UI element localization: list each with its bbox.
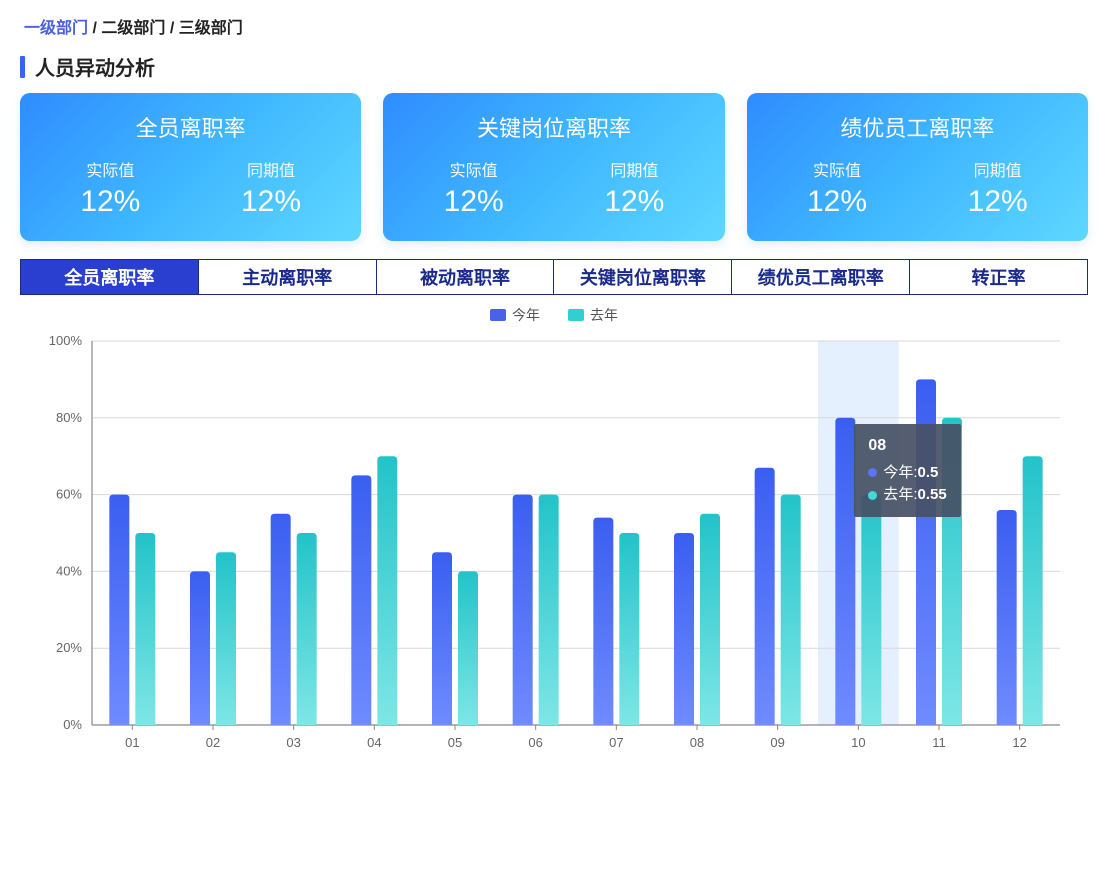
- section-title: 人员异动分析: [20, 52, 1088, 81]
- bar[interactable]: [755, 468, 775, 725]
- legend-item[interactable]: 去年: [568, 305, 618, 325]
- kpi-actual-label: 实际值: [30, 157, 191, 181]
- kpi-card[interactable]: 绩优员工离职率 实际值 12% 同期值 12%: [747, 93, 1088, 241]
- bar[interactable]: [916, 379, 936, 725]
- svg-text:02: 02: [206, 735, 220, 750]
- legend-item[interactable]: 今年: [490, 305, 540, 325]
- bar[interactable]: [835, 418, 855, 725]
- breadcrumb-separator: /: [170, 20, 174, 37]
- tab-item[interactable]: 被动离职率: [377, 260, 555, 294]
- svg-text:10: 10: [851, 735, 865, 750]
- svg-text:0%: 0%: [63, 717, 82, 732]
- svg-text:60%: 60%: [56, 487, 82, 502]
- bar[interactable]: [513, 495, 533, 725]
- bar[interactable]: [674, 533, 694, 725]
- kpi-period-label: 同期值: [191, 157, 352, 181]
- kpi-card-title: 绩优员工离职率: [757, 111, 1078, 143]
- bar[interactable]: [458, 571, 478, 725]
- svg-text:07: 07: [609, 735, 623, 750]
- kpi-actual-value: 12%: [30, 185, 191, 219]
- bar[interactable]: [539, 495, 559, 725]
- bar[interactable]: [997, 510, 1017, 725]
- svg-text:06: 06: [528, 735, 542, 750]
- svg-text:03: 03: [286, 735, 300, 750]
- kpi-card[interactable]: 全员离职率 实际值 12% 同期值 12%: [20, 93, 361, 241]
- tab-item[interactable]: 关键岗位离职率: [554, 260, 732, 294]
- bar[interactable]: [109, 495, 129, 725]
- bar[interactable]: [135, 533, 155, 725]
- kpi-period-value: 12%: [917, 185, 1078, 219]
- section-title-text: 人员异动分析: [35, 52, 155, 81]
- kpi-period-value: 12%: [191, 185, 352, 219]
- section-title-bar: [20, 56, 25, 78]
- svg-text:100%: 100%: [49, 333, 83, 348]
- svg-text:05: 05: [448, 735, 462, 750]
- turnover-bar-chart: 0% 20% 40% 60% 80% 100% 01 02 03 04 05 06 07 08 09 10 11…: [28, 331, 1078, 761]
- bar[interactable]: [619, 533, 639, 725]
- tab-item[interactable]: 转正率: [910, 260, 1087, 294]
- kpi-actual-label: 实际值: [757, 157, 918, 181]
- kpi-period-label: 同期值: [554, 157, 715, 181]
- legend-label: 今年: [512, 305, 540, 325]
- bar[interactable]: [700, 514, 720, 725]
- chart-container: 0% 20% 40% 60% 80% 100% 01 02 03 04 05 06 07 08 09 10 11…: [20, 331, 1088, 761]
- legend-swatch: [490, 309, 506, 321]
- tab-item[interactable]: 主动离职率: [199, 260, 377, 294]
- kpi-actual-value: 12%: [757, 185, 918, 219]
- kpi-card-title: 关键岗位离职率: [393, 111, 714, 143]
- bar[interactable]: [351, 475, 371, 725]
- breadcrumb: 一级部门 / 二级部门 / 三级部门: [20, 8, 1088, 48]
- bar[interactable]: [781, 495, 801, 725]
- legend-label: 去年: [590, 305, 618, 325]
- bar[interactable]: [190, 571, 210, 725]
- bar[interactable]: [216, 552, 236, 725]
- kpi-period-value: 12%: [554, 185, 715, 219]
- bar[interactable]: [432, 552, 452, 725]
- svg-text:12: 12: [1012, 735, 1026, 750]
- bar[interactable]: [377, 456, 397, 725]
- svg-text:20%: 20%: [56, 640, 82, 655]
- kpi-card-title: 全员离职率: [30, 111, 351, 143]
- bar[interactable]: [942, 418, 962, 725]
- svg-text:01: 01: [125, 735, 139, 750]
- kpi-actual-value: 12%: [393, 185, 554, 219]
- legend-swatch: [568, 309, 584, 321]
- kpi-card[interactable]: 关键岗位离职率 实际值 12% 同期值 12%: [383, 93, 724, 241]
- bar[interactable]: [271, 514, 291, 725]
- breadcrumb-separator: /: [92, 20, 96, 37]
- svg-text:80%: 80%: [56, 410, 82, 425]
- chart-tabs: 全员离职率主动离职率被动离职率关键岗位离职率绩优员工离职率转正率: [20, 259, 1088, 295]
- svg-text:11: 11: [932, 735, 946, 750]
- svg-text:09: 09: [770, 735, 784, 750]
- breadcrumb-item-2[interactable]: 二级部门: [101, 20, 165, 37]
- breadcrumb-item-1[interactable]: 一级部门: [24, 20, 88, 37]
- svg-text:40%: 40%: [56, 563, 82, 578]
- kpi-period-label: 同期值: [917, 157, 1078, 181]
- bar[interactable]: [861, 495, 881, 725]
- breadcrumb-item-3[interactable]: 三级部门: [179, 20, 243, 37]
- kpi-actual-label: 实际值: [393, 157, 554, 181]
- bar[interactable]: [297, 533, 317, 725]
- svg-text:08: 08: [690, 735, 704, 750]
- chart-legend: 今年 去年: [20, 305, 1088, 325]
- tab-item[interactable]: 全员离职率: [21, 260, 199, 294]
- svg-text:04: 04: [367, 735, 381, 750]
- tab-item[interactable]: 绩优员工离职率: [732, 260, 910, 294]
- bar[interactable]: [593, 518, 613, 725]
- kpi-cards: 全员离职率 实际值 12% 同期值 12% 关键岗位离职率 实际值 12% 同期…: [20, 93, 1088, 241]
- bar[interactable]: [1023, 456, 1043, 725]
